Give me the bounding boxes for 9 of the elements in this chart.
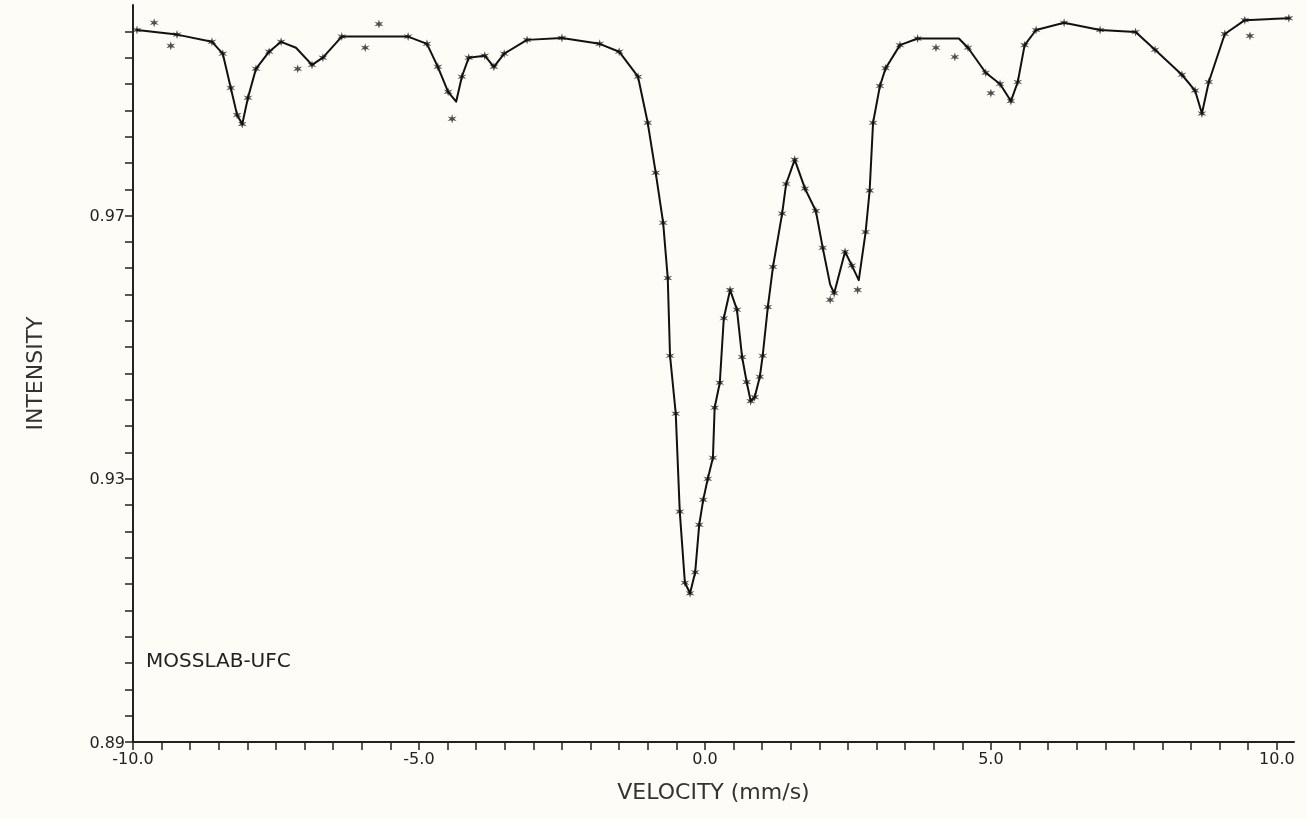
y-tick-label: 0.97 [89,206,125,226]
y-tick-label: 0.93 [89,469,125,489]
x-tick-label: 10.0 [1259,748,1295,768]
x-tick-label: 5.0 [978,748,1004,768]
y-axis-title: INTENSITY [21,315,47,431]
x-tick-label: -5.0 [403,748,435,768]
x-axis-title: VELOCITY (mm/s) [617,778,810,804]
annotation: MOSSLAB-UFC [146,648,291,672]
x-tick-label: 0.0 [692,748,718,768]
